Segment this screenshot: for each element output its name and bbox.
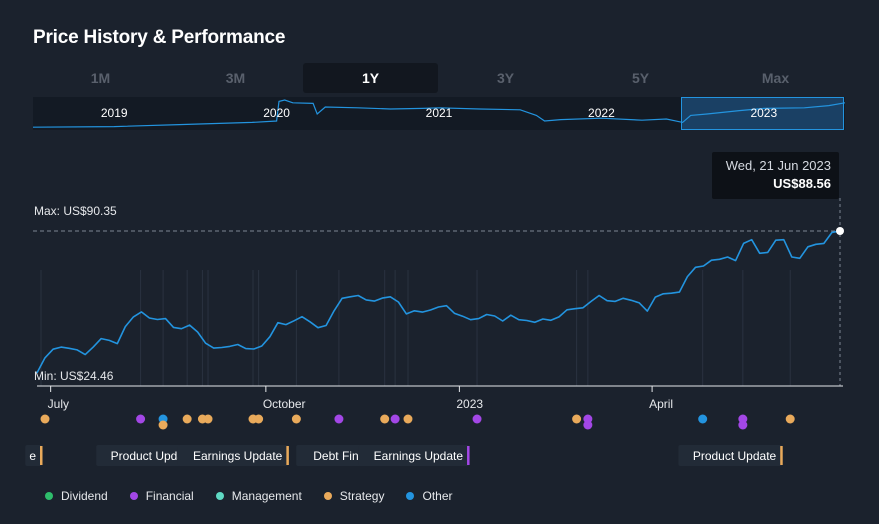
tooltip-price: US$88.56 xyxy=(773,176,831,191)
management-dot-icon xyxy=(215,492,224,500)
legend-label: Strategy xyxy=(339,489,385,503)
strategy-dot-icon xyxy=(323,492,332,500)
tooltip-date: Wed, 21 Jun 2023 xyxy=(725,158,831,173)
navigator-year-label: 2022 xyxy=(588,106,615,120)
event-marker xyxy=(254,414,264,424)
event-label: Earnings Update xyxy=(177,445,289,466)
legend-item-management[interactable]: Management xyxy=(215,489,302,503)
event-label: e xyxy=(25,445,43,466)
tab-max[interactable]: Max xyxy=(761,70,790,86)
current-price-point xyxy=(836,227,844,235)
event-marker xyxy=(40,414,50,424)
min-price-label: Min: US$24.46 xyxy=(34,369,114,383)
event-marker xyxy=(403,414,413,424)
navigator-year-label: 2021 xyxy=(426,106,453,120)
navigator-year-label: 2023 xyxy=(750,106,777,120)
event-label-text: Earnings Update xyxy=(193,449,283,463)
event-label-bar xyxy=(40,446,43,465)
x-axis-tick-label: April xyxy=(649,397,673,411)
legend-item-dividend[interactable]: Dividend xyxy=(45,489,108,503)
legend-item-financial[interactable]: Financial xyxy=(129,489,194,503)
page-title: Price History & Performance xyxy=(33,27,286,48)
event-label-bar xyxy=(467,446,470,465)
event-marker xyxy=(583,420,593,430)
price-line xyxy=(36,230,841,374)
event-label-background xyxy=(177,445,289,466)
event-label-text: Product Update xyxy=(693,449,777,463)
event-label-text: Product Update xyxy=(111,449,195,463)
legend-item-other[interactable]: Other xyxy=(406,489,453,503)
legend-label: Management xyxy=(231,489,302,503)
max-price-label: Max: US$90.35 xyxy=(34,204,117,218)
navigator-line xyxy=(33,99,845,128)
other-dot-icon xyxy=(406,492,415,500)
event-marker xyxy=(738,420,748,430)
legend-label: Financial xyxy=(145,489,194,503)
event-marker xyxy=(698,414,708,424)
financial-dot-icon xyxy=(129,492,138,500)
range-navigator[interactable]: 2019 2020 2021 2022 2023 xyxy=(33,97,845,130)
event-label-bar xyxy=(286,446,289,465)
event-label: Product Update xyxy=(678,445,783,466)
event-marker xyxy=(334,414,344,424)
event-label-text: Earnings Update xyxy=(374,449,464,463)
event-marker xyxy=(380,414,390,424)
event-legend: Dividend Financial Management Strategy O… xyxy=(45,489,475,503)
event-marker xyxy=(472,414,482,424)
x-axis-tick-label: 2023 xyxy=(456,397,483,411)
event-label-background xyxy=(96,445,201,466)
tab-1m[interactable]: 1M xyxy=(90,70,111,86)
tab-1y[interactable]: 1Y xyxy=(303,63,438,93)
event-marker xyxy=(158,420,168,430)
event-label-bar xyxy=(780,446,783,465)
price-chart: Max: US$90.35 Min: US$24.46 July October 202… xyxy=(25,198,844,466)
event-marker xyxy=(136,414,146,424)
event-marker xyxy=(390,414,400,424)
tab-3y[interactable]: 3Y xyxy=(496,70,515,86)
legend-label: Other xyxy=(422,489,453,503)
event-marker xyxy=(291,414,301,424)
range-tabs: 1M 3M 1Y 3Y 5Y Max xyxy=(33,63,843,93)
legend-label: Dividend xyxy=(61,489,108,503)
event-marker xyxy=(785,414,795,424)
event-label-background xyxy=(25,445,42,466)
event-label-background xyxy=(358,445,470,466)
navigator-year-label: 2020 xyxy=(263,106,290,120)
event-marker xyxy=(182,414,192,424)
event-label-text: e xyxy=(29,449,36,463)
x-axis-tick-label: October xyxy=(263,397,306,411)
dividend-dot-icon xyxy=(45,492,53,500)
navigator-year-label: 2019 xyxy=(101,106,128,120)
x-axis-tick-label: July xyxy=(48,397,69,411)
event-marker xyxy=(203,414,213,424)
event-label: Earnings Update xyxy=(358,445,470,466)
price-tooltip: Wed, 21 Jun 2023 US$88.56 xyxy=(712,152,839,199)
tab-3m[interactable]: 3M xyxy=(225,70,246,86)
tab-5y[interactable]: 5Y xyxy=(631,70,650,86)
legend-item-strategy[interactable]: Strategy xyxy=(323,489,385,503)
event-label: Product Update xyxy=(96,445,201,466)
event-marker xyxy=(572,414,582,424)
event-label-background xyxy=(678,445,783,466)
